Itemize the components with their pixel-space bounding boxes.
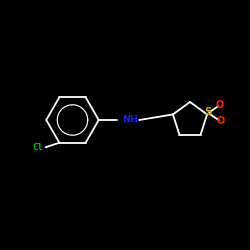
Text: NH: NH <box>122 116 138 124</box>
Text: O: O <box>217 116 225 126</box>
Text: S: S <box>204 108 212 118</box>
Text: Cl: Cl <box>33 143 44 152</box>
Text: O: O <box>216 100 224 110</box>
